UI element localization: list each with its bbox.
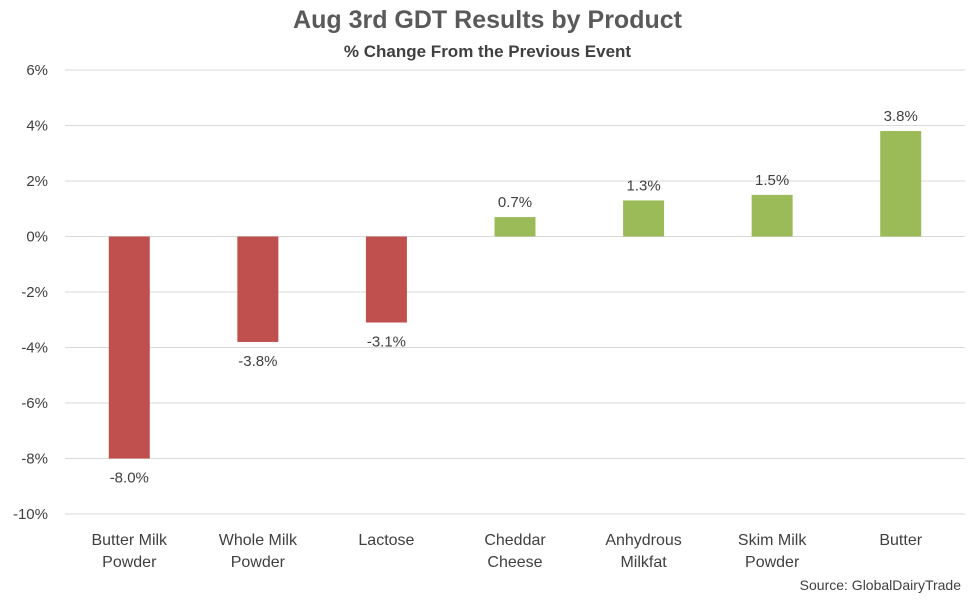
x-tick-label: Butter	[879, 532, 922, 549]
y-tick-label: -6%	[21, 395, 48, 412]
x-tick-label: Cheddar	[484, 532, 546, 549]
bar	[751, 194, 793, 237]
y-tick-label: -10%	[13, 506, 48, 523]
y-tick-label: -8%	[21, 451, 48, 468]
bar	[365, 236, 407, 323]
bar	[108, 236, 150, 459]
x-tick-label: Powder	[102, 554, 157, 571]
y-tick-label: -4%	[21, 340, 48, 357]
chart-title: Aug 3rd GDT Results by Product	[293, 6, 682, 34]
y-tick-label: 0%	[26, 229, 48, 246]
x-tick-label: Lactose	[358, 532, 414, 549]
bar	[623, 200, 665, 237]
x-tick-label: Powder	[231, 554, 286, 571]
data-label: -3.8%	[238, 353, 277, 370]
x-tick-label: Anhydrous	[605, 532, 682, 549]
bar	[237, 236, 279, 342]
x-tick-label: Powder	[745, 554, 800, 571]
data-label: -3.1%	[367, 334, 406, 351]
bar	[880, 131, 922, 237]
x-tick-label: Skim Milk	[738, 532, 807, 549]
data-label: -8.0%	[110, 470, 149, 487]
x-tick-label: Cheese	[487, 554, 542, 571]
x-tick-label: Whole Milk	[219, 532, 298, 549]
data-label: 3.8%	[884, 108, 918, 125]
data-label: 0.7%	[498, 194, 532, 211]
x-tick-label: Milkfat	[620, 554, 667, 571]
bar	[494, 217, 536, 237]
data-label: 1.3%	[626, 177, 660, 194]
y-tick-label: 2%	[26, 173, 48, 190]
chart-subtitle: % Change From the Previous Event	[343, 42, 632, 61]
data-label: 1.5%	[755, 172, 789, 189]
source-note: Source: GlobalDairyTrade	[799, 577, 961, 593]
x-tick-label: Butter Milk	[91, 532, 168, 549]
y-tick-label: 4%	[26, 118, 48, 135]
y-tick-label: -2%	[21, 284, 48, 301]
y-tick-label: 6%	[26, 62, 48, 79]
